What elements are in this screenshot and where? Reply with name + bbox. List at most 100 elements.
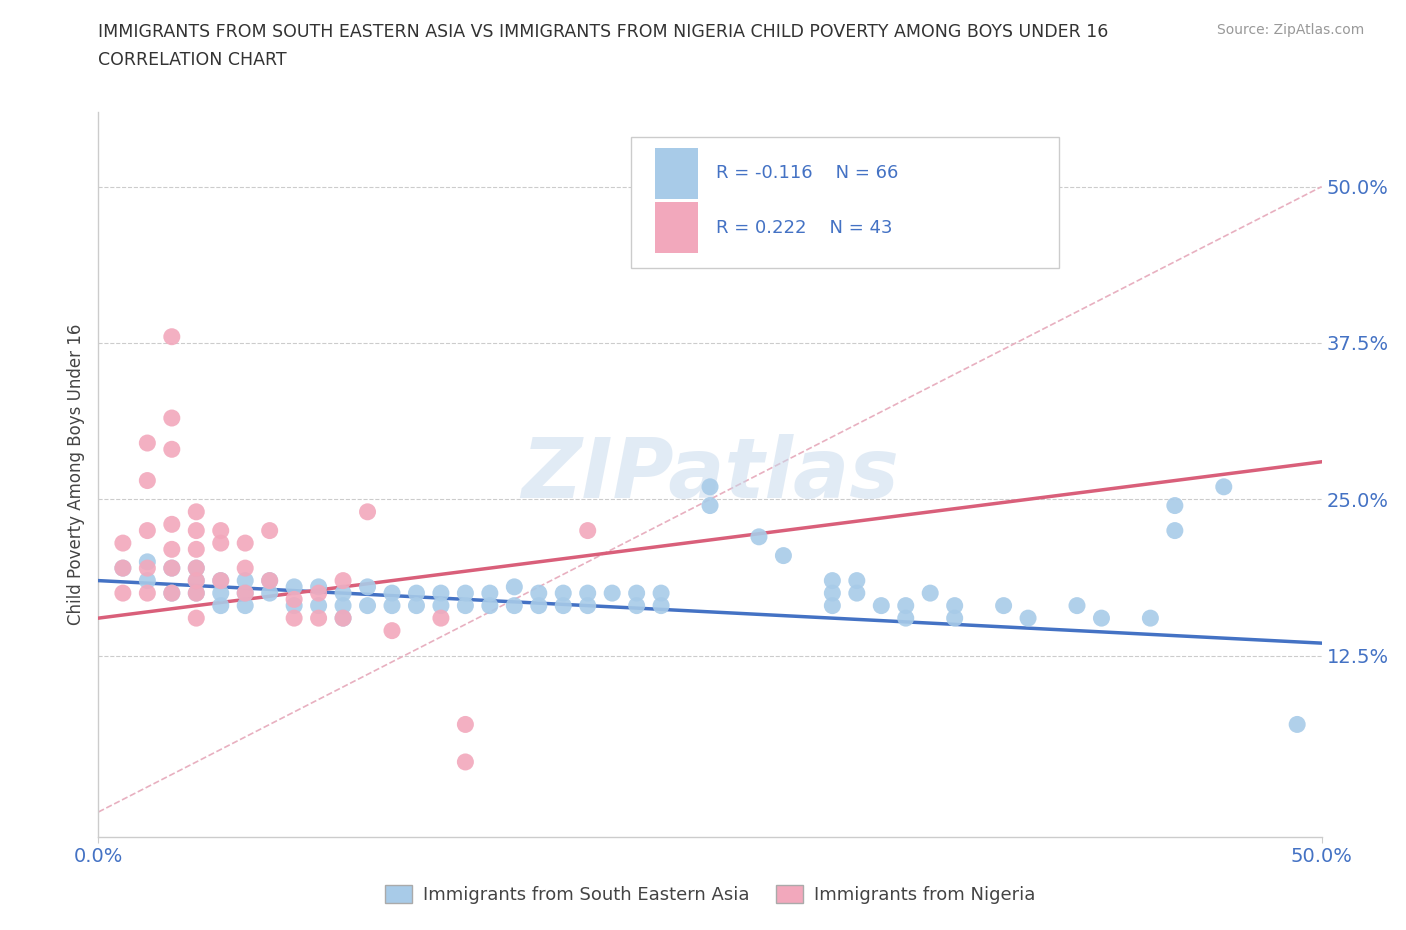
Point (381, 598, 404, 613)
Point (186, 542, 208, 557)
Point (209, 598, 232, 613)
Point (332, 573, 354, 588)
Point (233, 536, 256, 551)
Point (259, 573, 281, 588)
Point (845, 586, 868, 601)
Point (160, 410, 183, 425)
Point (993, 598, 1015, 613)
Point (233, 573, 256, 588)
Point (160, 442, 183, 457)
Point (186, 504, 208, 519)
Point (600, 586, 623, 601)
Text: CORRELATION CHART: CORRELATION CHART (98, 51, 287, 69)
Point (136, 554, 159, 569)
Point (1212, 479, 1234, 494)
Point (943, 611, 966, 626)
Point (454, 754, 477, 769)
Point (186, 586, 208, 601)
Point (430, 598, 453, 613)
Point (772, 548, 794, 563)
Point (186, 561, 208, 576)
Point (576, 586, 599, 601)
Point (136, 473, 159, 488)
Point (1139, 611, 1161, 626)
Point (943, 598, 966, 613)
Point (503, 598, 526, 613)
Point (626, 586, 648, 601)
Point (283, 598, 305, 613)
Point (136, 586, 159, 601)
Point (209, 586, 232, 601)
Point (430, 611, 453, 626)
Point (699, 498, 721, 513)
Point (160, 586, 183, 601)
Point (136, 524, 159, 538)
Point (160, 329, 183, 344)
Legend: Immigrants from South Eastern Asia, Immigrants from Nigeria: Immigrants from South Eastern Asia, Immi… (377, 878, 1043, 911)
Point (259, 524, 281, 538)
Point (821, 598, 844, 613)
Point (186, 573, 208, 588)
Point (1066, 598, 1088, 613)
Point (136, 561, 159, 576)
Point (186, 573, 208, 588)
Point (233, 598, 256, 613)
Point (259, 586, 281, 601)
Point (356, 579, 378, 594)
Point (821, 573, 844, 588)
Point (454, 586, 477, 601)
Point (111, 561, 134, 576)
Point (209, 573, 232, 588)
Point (454, 598, 477, 613)
Point (356, 504, 378, 519)
Point (332, 611, 354, 626)
FancyBboxPatch shape (630, 137, 1059, 268)
Point (1017, 611, 1039, 626)
FancyBboxPatch shape (655, 148, 697, 199)
Point (283, 579, 305, 594)
Point (332, 598, 354, 613)
Point (1090, 611, 1112, 626)
Point (381, 586, 404, 601)
Point (478, 586, 501, 601)
Point (233, 586, 256, 601)
Point (233, 561, 256, 576)
Point (430, 586, 453, 601)
Point (1286, 717, 1309, 732)
Point (308, 586, 330, 601)
Point (209, 536, 232, 551)
Text: Source: ZipAtlas.com: Source: ZipAtlas.com (1216, 23, 1364, 37)
Point (405, 586, 427, 601)
Point (233, 586, 256, 601)
Point (186, 524, 208, 538)
Point (894, 611, 917, 626)
Point (870, 598, 893, 613)
Point (650, 586, 672, 601)
Point (308, 611, 330, 626)
Text: IMMIGRANTS FROM SOUTH EASTERN ASIA VS IMMIGRANTS FROM NIGERIA CHILD POVERTY AMON: IMMIGRANTS FROM SOUTH EASTERN ASIA VS IM… (98, 23, 1109, 41)
Point (699, 479, 721, 494)
Point (527, 586, 550, 601)
Point (1164, 524, 1187, 538)
Point (478, 598, 501, 613)
Point (308, 598, 330, 613)
Point (553, 586, 575, 601)
Point (209, 573, 232, 588)
Point (527, 598, 550, 613)
Point (405, 598, 427, 613)
Point (821, 586, 844, 601)
Point (283, 591, 305, 606)
Point (186, 561, 208, 576)
Point (356, 598, 378, 613)
Point (503, 579, 526, 594)
Point (748, 529, 770, 544)
Point (920, 586, 942, 601)
Point (845, 573, 868, 588)
Point (894, 598, 917, 613)
Point (332, 611, 354, 626)
Point (553, 598, 575, 613)
Point (576, 598, 599, 613)
Y-axis label: Child Poverty Among Boys Under 16: Child Poverty Among Boys Under 16 (67, 324, 86, 625)
Point (111, 561, 134, 576)
Point (308, 579, 330, 594)
